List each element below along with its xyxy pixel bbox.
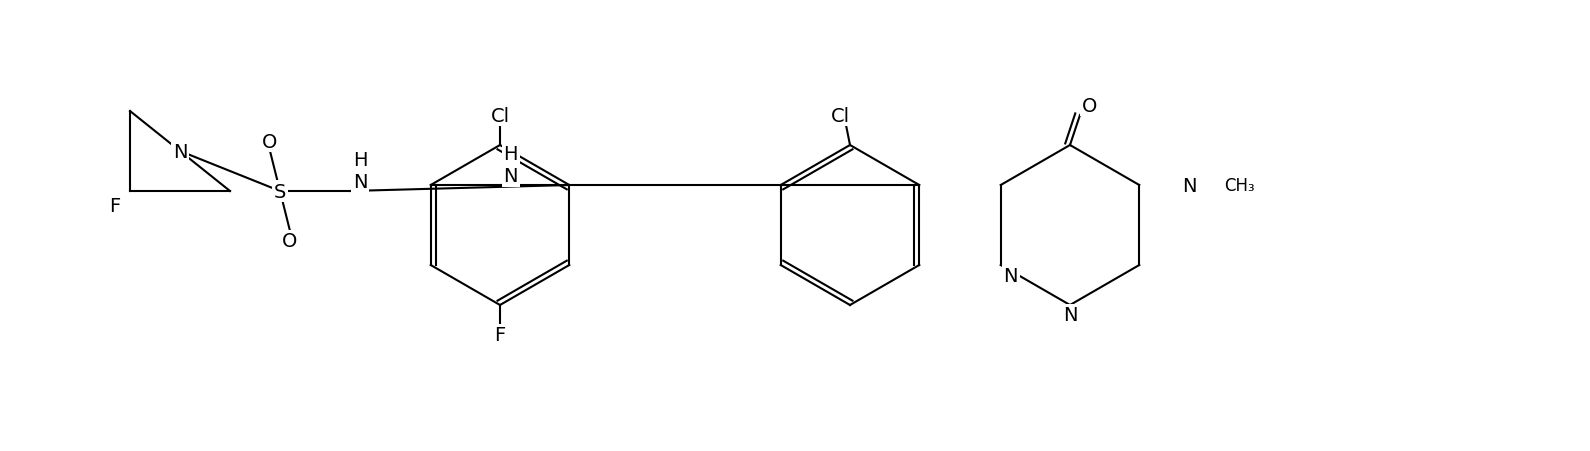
- Text: H
N: H N: [353, 151, 367, 192]
- Text: CH₃: CH₃: [1224, 177, 1255, 194]
- Text: O: O: [262, 132, 278, 151]
- Text: N: N: [173, 142, 188, 161]
- Text: Cl: Cl: [830, 106, 849, 125]
- Text: F: F: [110, 197, 121, 216]
- Text: N: N: [1003, 266, 1018, 285]
- Text: S: S: [273, 182, 286, 201]
- Text: N: N: [1062, 306, 1078, 325]
- Text: N: N: [1181, 176, 1197, 195]
- Text: F: F: [494, 326, 506, 345]
- Text: Cl: Cl: [490, 106, 509, 125]
- Text: O: O: [283, 232, 297, 251]
- Text: O: O: [1083, 96, 1097, 115]
- Text: H
N: H N: [504, 145, 518, 186]
